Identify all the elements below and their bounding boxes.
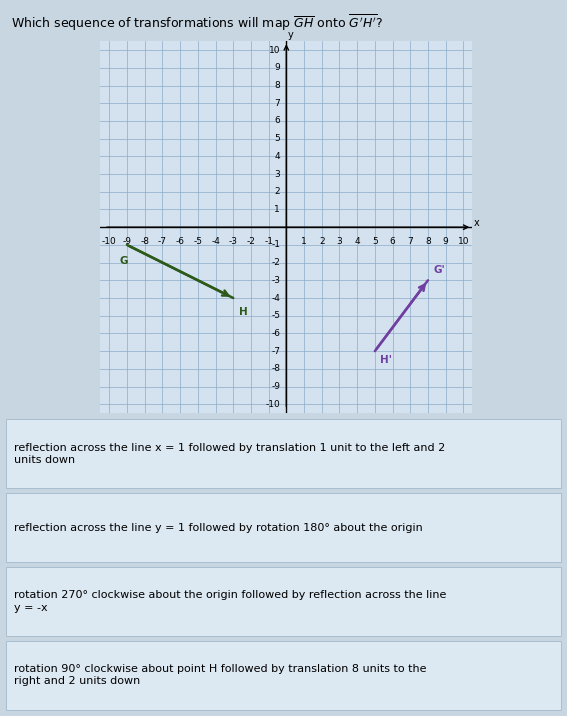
Text: rotation 90° clockwise about point H followed by translation 8 units to the
righ: rotation 90° clockwise about point H fol… [14, 664, 427, 687]
Text: rotation 270° clockwise about the origin followed by reflection across the line
: rotation 270° clockwise about the origin… [14, 590, 447, 613]
FancyBboxPatch shape [6, 641, 561, 710]
Text: reflection across the line y = 1 followed by rotation 180° about the origin: reflection across the line y = 1 followe… [14, 523, 423, 533]
FancyBboxPatch shape [6, 419, 561, 488]
FancyBboxPatch shape [6, 493, 561, 562]
Text: reflection across the line x = 1 followed by translation 1 unit to the left and : reflection across the line x = 1 followe… [14, 442, 446, 465]
Text: Which sequence of transformations will map $\overline{GH}$ onto $\overline{G'H'}: Which sequence of transformations will m… [11, 12, 383, 33]
FancyBboxPatch shape [6, 567, 561, 636]
